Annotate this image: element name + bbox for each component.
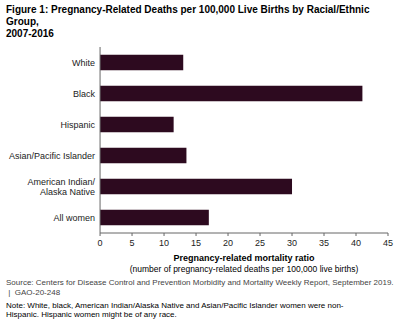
x-tick-label: 30 <box>287 238 297 248</box>
x-tick <box>388 233 389 236</box>
x-tick-label: 20 <box>223 238 233 248</box>
x-tick <box>196 233 197 236</box>
bar <box>100 86 362 102</box>
category-label: Asian/Pacific Islander <box>9 151 95 161</box>
category-label: Hispanic <box>61 120 96 130</box>
bars <box>100 55 362 226</box>
x-tick-label: 10 <box>159 238 169 248</box>
bar <box>100 179 292 195</box>
annotation: Source: Centers for Disease Control and … <box>6 278 394 297</box>
x-axis-line <box>100 233 388 234</box>
category-label: American Indian/Alaska Native <box>28 177 96 197</box>
annotation: Note: White, black, American Indian/Alas… <box>6 301 344 320</box>
x-tick-label: 25 <box>255 238 265 248</box>
chart-container: Figure 1: Pregnancy-Related Deaths per 1… <box>0 0 400 322</box>
x-axis-label: Pregnancy-related mortality ratio(number… <box>130 253 359 274</box>
x-tick <box>164 233 165 236</box>
category-label: Black <box>73 89 96 99</box>
bar <box>100 148 186 164</box>
chart-title: Figure 1: Pregnancy-Related Deaths per 1… <box>6 4 370 39</box>
bar <box>100 55 183 71</box>
x-tick <box>356 233 357 236</box>
chart-svg: Figure 1: Pregnancy-Related Deaths per 1… <box>0 0 400 322</box>
x-tick-label: 45 <box>383 238 393 248</box>
x-tick <box>100 233 101 236</box>
x-tick-label: 35 <box>319 238 329 248</box>
x-tick-label: 40 <box>351 238 361 248</box>
category-label: All women <box>54 213 96 223</box>
x-tick <box>292 233 293 236</box>
x-tick-label: 0 <box>98 238 103 248</box>
x-tick <box>260 233 261 236</box>
x-tick-label: 5 <box>130 238 135 248</box>
x-tick <box>132 233 133 236</box>
x-tick <box>228 233 229 236</box>
category-label: White <box>72 58 95 68</box>
y-axis-line <box>100 47 101 233</box>
x-tick-label: 15 <box>191 238 201 248</box>
bar <box>100 117 174 133</box>
x-tick <box>324 233 325 236</box>
bar <box>100 210 209 226</box>
